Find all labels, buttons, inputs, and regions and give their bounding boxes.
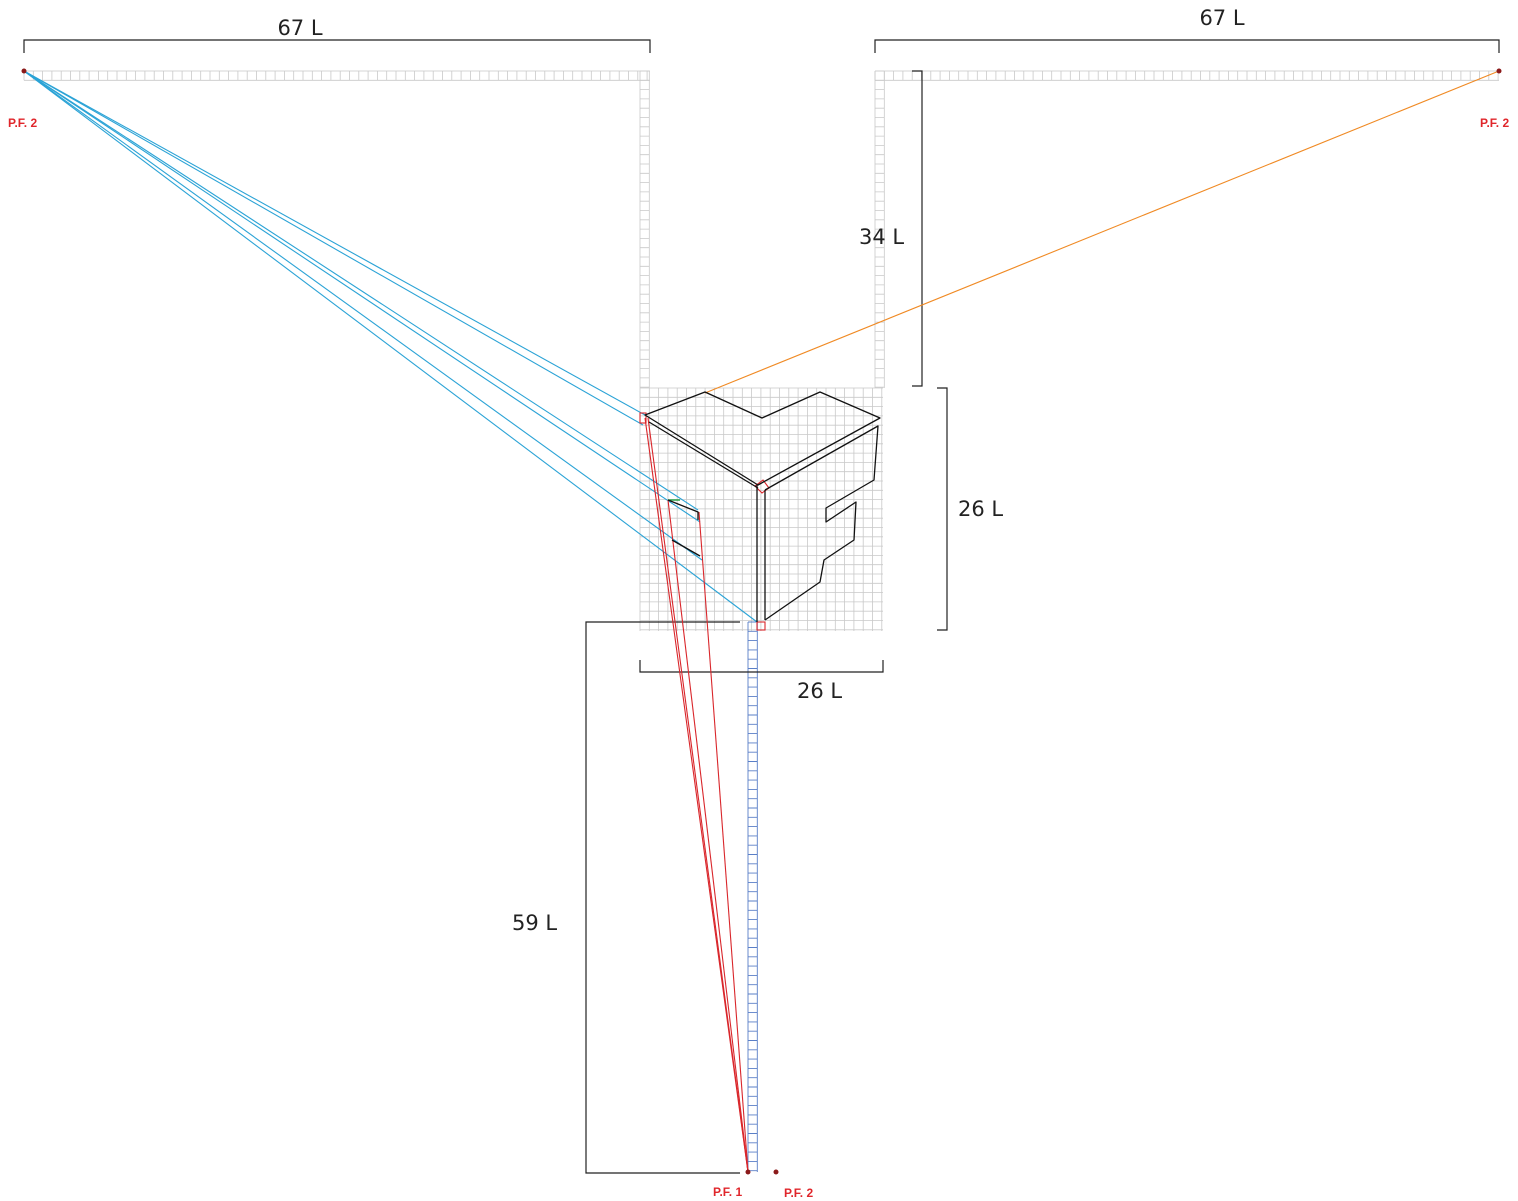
blue-guide-line (24, 71, 698, 510)
dim-label-right-upper: 34 L (859, 225, 904, 249)
vp-label-bottom-main: P.F. 1 (713, 1185, 742, 1199)
blue-guide-line (24, 71, 645, 415)
grid-strip-top-left (24, 71, 650, 80)
top-face-inner (649, 422, 758, 488)
vp-label-left: P.F. 2 (8, 116, 37, 130)
bracket-bottom-width (640, 660, 883, 672)
grid-strip-left-vertical (640, 71, 649, 388)
red-guide-lines (640, 413, 769, 1172)
dim-label-top-left: 67 L (277, 16, 322, 40)
bracket-left-vertical (586, 622, 740, 1173)
vp-label-right: P.F. 2 (1480, 116, 1509, 130)
dim-label-right-lower: 26 L (958, 497, 1003, 521)
grid-strip-top-right (875, 71, 1499, 80)
blue-guide-line (24, 71, 643, 425)
bracket-right-upper (912, 71, 922, 386)
bracket-top-left (24, 40, 650, 53)
grid-central-square (640, 388, 883, 631)
vp-label-bottom-secondary: P.F. 2 (784, 1186, 813, 1200)
blue-guide-line (24, 71, 700, 522)
orange-guide-line (705, 71, 1499, 393)
dimension-brackets (24, 40, 1499, 1173)
bracket-right-lower (937, 388, 947, 630)
blue-guide-lines (24, 71, 757, 622)
right-face-profile (765, 426, 878, 620)
vp-dot-right (1497, 69, 1502, 74)
vp-dot-bottom-main (746, 1170, 751, 1175)
blue-guide-line (24, 71, 757, 622)
blue-guide-line (24, 71, 702, 560)
dim-label-top-right: 67 L (1199, 6, 1244, 30)
vp-dot-bottom-secondary (774, 1170, 779, 1175)
dim-label-bottom-width: 26 L (797, 679, 842, 703)
vp-dot-left (22, 69, 27, 74)
bracket-top-right (875, 40, 1499, 53)
grid-vertical-ruler (748, 622, 757, 1172)
dim-label-left-vertical: 59 L (512, 911, 557, 935)
red-guide-line (668, 500, 748, 1172)
